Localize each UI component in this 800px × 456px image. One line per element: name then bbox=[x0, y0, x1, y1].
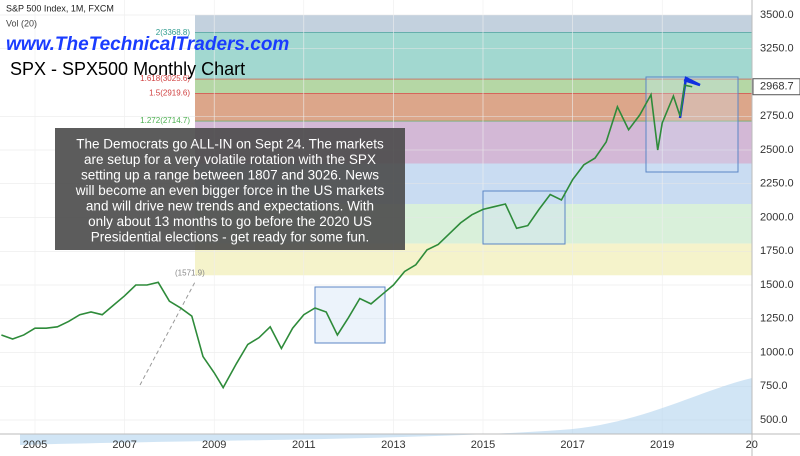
last-price-label: 2968.7 bbox=[760, 81, 794, 93]
y-tick-label: 2750.0 bbox=[760, 110, 794, 122]
chart-title: SPX - SPX500 Monthly Chart bbox=[10, 59, 245, 79]
volume-area bbox=[20, 378, 752, 445]
note-text: are setup for a very volatile rotation w… bbox=[84, 152, 376, 167]
note-text: The Democrats go ALL-IN on Sept 24. The … bbox=[76, 137, 384, 152]
y-tick-label: 1750.0 bbox=[760, 245, 794, 257]
y-tick-label: 3250.0 bbox=[760, 43, 794, 55]
x-tick-label: 2013 bbox=[381, 439, 405, 451]
y-tick-label: 1000.0 bbox=[760, 346, 794, 358]
website: www.TheTechnicalTraders.com bbox=[6, 34, 289, 55]
fib-band bbox=[195, 32, 752, 80]
note-text: only about 13 months to go before the 20… bbox=[88, 214, 372, 229]
y-tick-label: 500.0 bbox=[760, 414, 788, 426]
fib-band bbox=[195, 79, 752, 94]
fib-band bbox=[195, 15, 752, 33]
y-tick-label: 2500.0 bbox=[760, 144, 794, 156]
y-tick-label: 2250.0 bbox=[760, 178, 794, 190]
fib-label: 2(3368.8) bbox=[156, 28, 191, 37]
last-price-box bbox=[752, 78, 800, 96]
x-tick-label: 2017 bbox=[560, 439, 584, 451]
y-tick-label: 1500.0 bbox=[760, 279, 794, 291]
y-tick-label: 2000.0 bbox=[760, 211, 794, 223]
note-box bbox=[55, 128, 405, 250]
note-text: will become an even bigger force in the … bbox=[75, 183, 385, 198]
trend-line bbox=[139, 281, 196, 386]
fib-label: 1.272(2714.7) bbox=[140, 116, 190, 125]
y-tick-label: 1250.0 bbox=[760, 313, 794, 325]
fib-label: (1571.9) bbox=[175, 268, 205, 277]
range-box bbox=[645, 76, 739, 173]
x-tick-label: 2005 bbox=[23, 439, 47, 451]
x-tick-label: 2011 bbox=[292, 439, 316, 451]
header: S&P 500 Index, 1M, FXCM bbox=[6, 3, 114, 13]
x-tick-label: 2009 bbox=[202, 439, 226, 451]
range-box bbox=[482, 190, 566, 245]
y-tick-label: 3500.0 bbox=[760, 9, 794, 21]
fib-label: 1.5(2919.6) bbox=[149, 88, 190, 97]
note-text: setting up a range between 1807 and 3026… bbox=[81, 168, 379, 183]
y-tick-label: 750.0 bbox=[760, 380, 788, 392]
x-tick-label: 20 bbox=[746, 439, 758, 451]
volume-label: Vol (20) bbox=[6, 18, 37, 28]
x-tick-label: 2007 bbox=[112, 439, 136, 451]
note-text: Presidential elections - get ready for s… bbox=[91, 230, 369, 245]
x-tick-label: 2019 bbox=[650, 439, 674, 451]
price-line bbox=[1, 84, 693, 390]
x-tick-label: 2015 bbox=[471, 439, 495, 451]
note-text: and will drive new trends and expectatio… bbox=[86, 199, 374, 214]
fib-label: 1.618(3025.6) bbox=[140, 74, 190, 83]
